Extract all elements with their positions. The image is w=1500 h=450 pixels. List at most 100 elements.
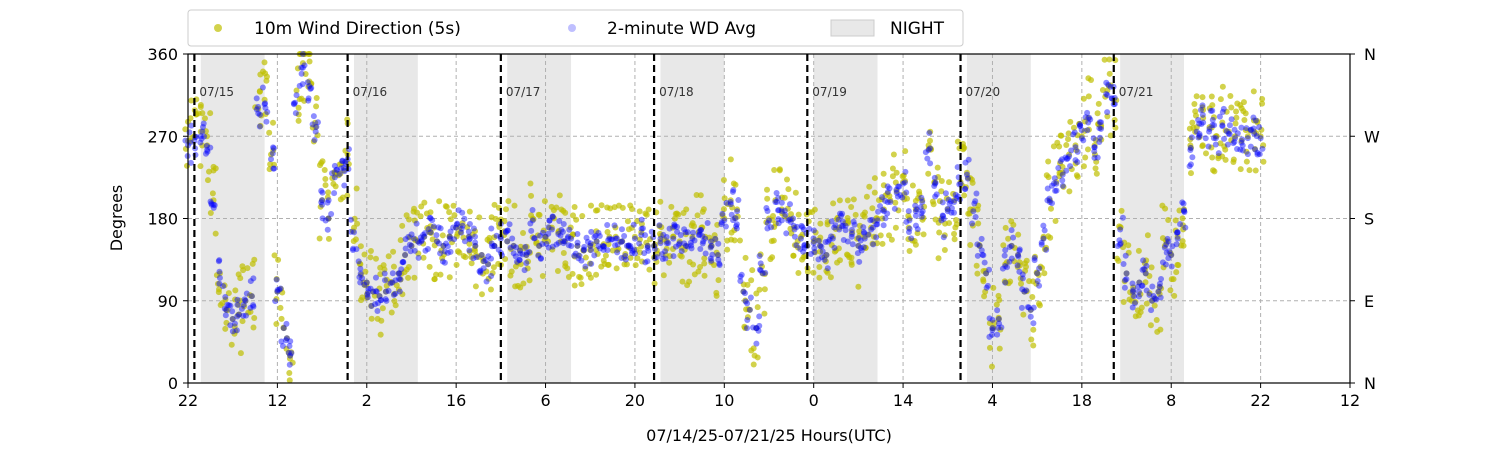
wd-avg-sample-147-4 bbox=[1122, 252, 1129, 259]
wind-5s-sample-34-3 bbox=[401, 269, 408, 276]
wd-avg-sample-126-3 bbox=[986, 333, 993, 340]
wind-5s-sample-87-0 bbox=[742, 254, 749, 261]
wind-5s-sample-30-1 bbox=[377, 331, 384, 338]
wind-5s-sample-25-4 bbox=[343, 158, 350, 165]
wd-avg-sample-56-1 bbox=[545, 230, 552, 237]
wd-avg-sample-66-0 bbox=[604, 221, 611, 228]
wd-avg-sample-151-4 bbox=[1148, 307, 1155, 314]
wind-5s-sample-93-4 bbox=[776, 167, 783, 174]
wind-5s-sample-165-1 bbox=[1237, 166, 1244, 173]
wind-5s-sample-118-0 bbox=[938, 188, 945, 195]
wd-avg-sample-154-3 bbox=[1166, 248, 1173, 255]
wind-5s-sample-3-3 bbox=[206, 168, 213, 175]
wd-avg-sample-2-3 bbox=[197, 139, 204, 146]
legend-marker-avg bbox=[568, 24, 576, 32]
wd-avg-point-33 bbox=[395, 270, 402, 277]
wd-avg-point-32 bbox=[389, 279, 396, 286]
wind-5s-sample-151-4 bbox=[1151, 295, 1158, 302]
wd-avg-sample-151-1 bbox=[1152, 295, 1159, 302]
wd-avg-sample-97-3 bbox=[801, 244, 808, 251]
wind-5s-sample-13-1 bbox=[266, 129, 273, 136]
wind-5s-sample-115-3 bbox=[919, 216, 926, 223]
wd-avg-sample-111-4 bbox=[893, 186, 900, 193]
wind-5s-sample-69-5 bbox=[627, 254, 634, 261]
wd-avg-point-55 bbox=[536, 242, 543, 249]
wd-avg-sample-69-2 bbox=[622, 256, 629, 263]
wd-avg-sample-104-4 bbox=[849, 241, 856, 248]
wind-5s-sample-116-3 bbox=[927, 128, 934, 135]
wd-avg-sample-84-2 bbox=[718, 221, 725, 228]
wd-avg-sample-48-3 bbox=[493, 232, 500, 239]
wind-5s-sample-26-2 bbox=[353, 185, 360, 192]
wind-5s-sample-3-1 bbox=[204, 177, 211, 184]
wd-avg-sample-42-2 bbox=[451, 236, 458, 243]
wd-avg-sample-87-0 bbox=[737, 273, 744, 280]
wind-5s-sample-43-0 bbox=[456, 249, 463, 256]
wind-5s-sample-81-4 bbox=[699, 224, 706, 231]
wd-avg-sample-60-3 bbox=[568, 243, 575, 250]
wd-avg-sample-4-2 bbox=[210, 204, 217, 211]
wind-5s-sample-67-3 bbox=[613, 265, 620, 272]
wd-avg-point-38 bbox=[427, 229, 434, 236]
wind-5s-sample-65-0 bbox=[600, 241, 607, 248]
wind-5s-sample-8-2 bbox=[235, 271, 242, 278]
wind-5s-sample-133-3 bbox=[1033, 280, 1040, 287]
wind-5s-sample-4-1 bbox=[207, 210, 214, 217]
wd-avg-point-90 bbox=[759, 270, 766, 277]
wd-avg-sample-41-4 bbox=[447, 228, 454, 235]
wind-5s-sample-123-1 bbox=[969, 222, 976, 229]
wd-avg-sample-87-1 bbox=[741, 290, 748, 297]
wind-5s-sample-119-5 bbox=[946, 179, 953, 186]
wind-5s-sample-34-0 bbox=[405, 274, 412, 281]
wind-5s-sample-29-0 bbox=[372, 255, 379, 262]
wd-avg-sample-84-0 bbox=[718, 219, 725, 226]
wd-avg-point-134 bbox=[1040, 235, 1047, 242]
wd-avg-sample-6-4 bbox=[224, 301, 231, 308]
wind-5s-point-3 bbox=[204, 142, 211, 149]
wd-avg-sample-77-4 bbox=[674, 228, 681, 235]
wd-avg-sample-47-2 bbox=[488, 273, 495, 280]
wind-5s-sample-56-4 bbox=[545, 238, 552, 245]
wd-avg-sample-64-0 bbox=[591, 252, 598, 259]
wind-5s-sample-131-5 bbox=[1023, 288, 1030, 295]
wind-5s-sample-151-3 bbox=[1146, 273, 1153, 280]
wind-5s-sample-20-1 bbox=[312, 119, 319, 126]
wd-avg-sample-72-1 bbox=[642, 232, 649, 239]
wd-avg-sample-39-2 bbox=[433, 232, 440, 239]
wind-5s-sample-31-4 bbox=[385, 253, 392, 260]
x-axis-title: 07/14/25-07/21/25 Hours(UTC) bbox=[646, 426, 892, 445]
y-axis-title: Degrees bbox=[107, 185, 126, 252]
wd-avg-point-11 bbox=[255, 110, 262, 117]
wind-5s-point-107 bbox=[868, 224, 875, 231]
wd-avg-point-4 bbox=[210, 201, 217, 208]
wind-5s-sample-124-3 bbox=[974, 206, 981, 213]
wind-5s-point-34 bbox=[402, 252, 409, 259]
wd-avg-sample-168-3 bbox=[1254, 149, 1261, 156]
wind-5s-sample-18-0 bbox=[302, 71, 309, 78]
wind-5s-sample-73-3 bbox=[651, 280, 658, 287]
wd-avg-sample-75-2 bbox=[665, 240, 672, 247]
wd-avg-sample-141-2 bbox=[1082, 114, 1089, 121]
wd-avg-sample-38-4 bbox=[429, 217, 436, 224]
wind-5s-sample-94-3 bbox=[785, 186, 792, 193]
day-boundaries: 07/15 07/16 07/17 07/18 07/19 07/20 07/21 bbox=[193, 54, 1153, 383]
wd-avg-sample-163-3 bbox=[1223, 128, 1230, 135]
wd-avg-sample-92-1 bbox=[773, 198, 780, 205]
wd-avg-sample-104-0 bbox=[848, 226, 855, 233]
wind-5s-sample-167-5 bbox=[1251, 146, 1258, 153]
wind-5s-sample-44-1 bbox=[464, 224, 471, 231]
wind-5s-sample-22-5 bbox=[322, 182, 329, 189]
wd-avg-sample-66-4 bbox=[604, 247, 611, 254]
wd-avg-sample-132-2 bbox=[1025, 304, 1032, 311]
wind-5s-sample-51-2 bbox=[507, 245, 514, 252]
wd-avg-sample-122-4 bbox=[965, 156, 972, 163]
wind-5s-sample-144-3 bbox=[1106, 70, 1113, 77]
wind-5s-sample-130-2 bbox=[1018, 280, 1025, 287]
wd-avg-sample-98-0 bbox=[810, 227, 817, 234]
wd-avg-sample-29-2 bbox=[368, 302, 375, 309]
wind-5s-sample-57-5 bbox=[551, 215, 558, 222]
wind-5s-sample-159-5 bbox=[1199, 143, 1206, 150]
wind-5s-sample-68-5 bbox=[621, 254, 628, 261]
wd-avg-sample-56-0 bbox=[543, 240, 550, 247]
wd-avg-point-127 bbox=[995, 316, 1002, 323]
